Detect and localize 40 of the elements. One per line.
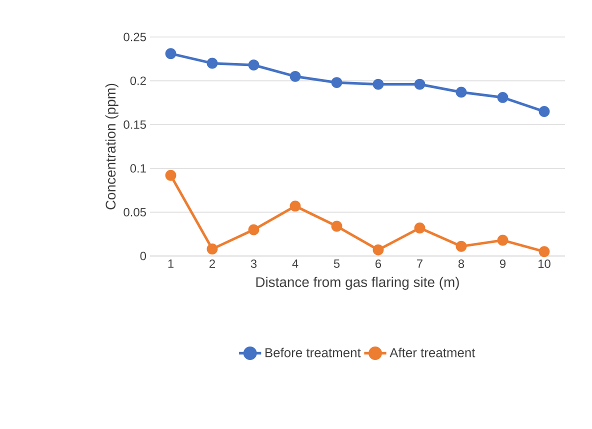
- point: [248, 224, 260, 236]
- y-axis-title: Concentration (ppm): [105, 84, 118, 210]
- point: [456, 240, 467, 252]
- y-tick-label: 0.15: [124, 120, 146, 129]
- x-tick-label: 10: [538, 260, 550, 268]
- x-tick-label: 7: [417, 260, 422, 268]
- legend-label: After treatment: [390, 348, 476, 358]
- x-tick-label: 3: [250, 260, 257, 268]
- x-tick-label: 1: [168, 260, 174, 268]
- legend-label: Before treatment: [266, 348, 361, 358]
- x-tick-label: 2: [210, 260, 215, 268]
- point: [248, 60, 260, 71]
- point: [414, 222, 426, 234]
- y-tick-label: 0: [140, 252, 146, 260]
- x-tick-label: 6: [376, 260, 382, 268]
- x-tick-label: 5: [334, 260, 340, 268]
- point: [165, 48, 176, 60]
- point: [497, 92, 508, 103]
- point: [538, 106, 550, 117]
- x-tick-label: 8: [458, 260, 464, 268]
- x-tick-label: 9: [500, 260, 506, 268]
- y-tick-label: 0.1: [130, 164, 146, 173]
- point: [165, 170, 176, 181]
- point: [372, 244, 384, 256]
- y-tick-label: 0.25: [124, 32, 146, 42]
- point: [372, 78, 384, 90]
- point: [206, 58, 218, 69]
- y-tick-label: 0.2: [130, 76, 146, 86]
- point: [414, 78, 426, 90]
- x-axis-title: Distance from gas flaring site (m): [256, 276, 459, 290]
- y-tick-label: 0.05: [124, 208, 146, 216]
- point: [497, 234, 508, 246]
- point: [290, 200, 301, 212]
- point: [331, 77, 342, 88]
- x-tick-label: 4: [292, 260, 298, 268]
- point: [456, 86, 467, 98]
- point: [290, 70, 301, 82]
- point: [206, 244, 218, 254]
- point: [538, 246, 550, 258]
- point: [331, 220, 342, 232]
